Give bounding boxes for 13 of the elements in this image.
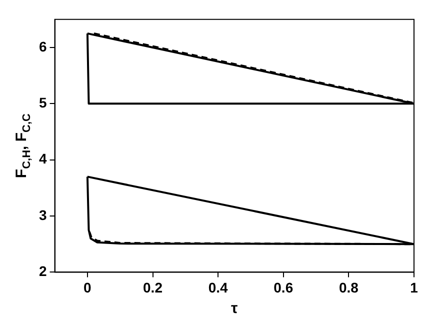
y-tick-label: 4 — [38, 150, 47, 167]
y-axis-title: FC,H, FC,C — [13, 113, 33, 178]
x-tick-label: 0.2 — [143, 279, 163, 296]
y-tick-label: 2 — [38, 263, 47, 280]
x-tick-label: 0 — [84, 279, 92, 296]
x-tick-label: 0.4 — [208, 279, 228, 296]
y-tick-label: 3 — [38, 206, 47, 223]
x-tick-label: 1 — [410, 279, 418, 296]
y-tick-label: 5 — [38, 94, 47, 111]
x-tick-label: 0.6 — [274, 279, 294, 296]
x-axis-title: τ — [231, 300, 238, 318]
x-tick-label: 0.8 — [338, 279, 359, 296]
y-tick-label: 6 — [38, 38, 47, 54]
